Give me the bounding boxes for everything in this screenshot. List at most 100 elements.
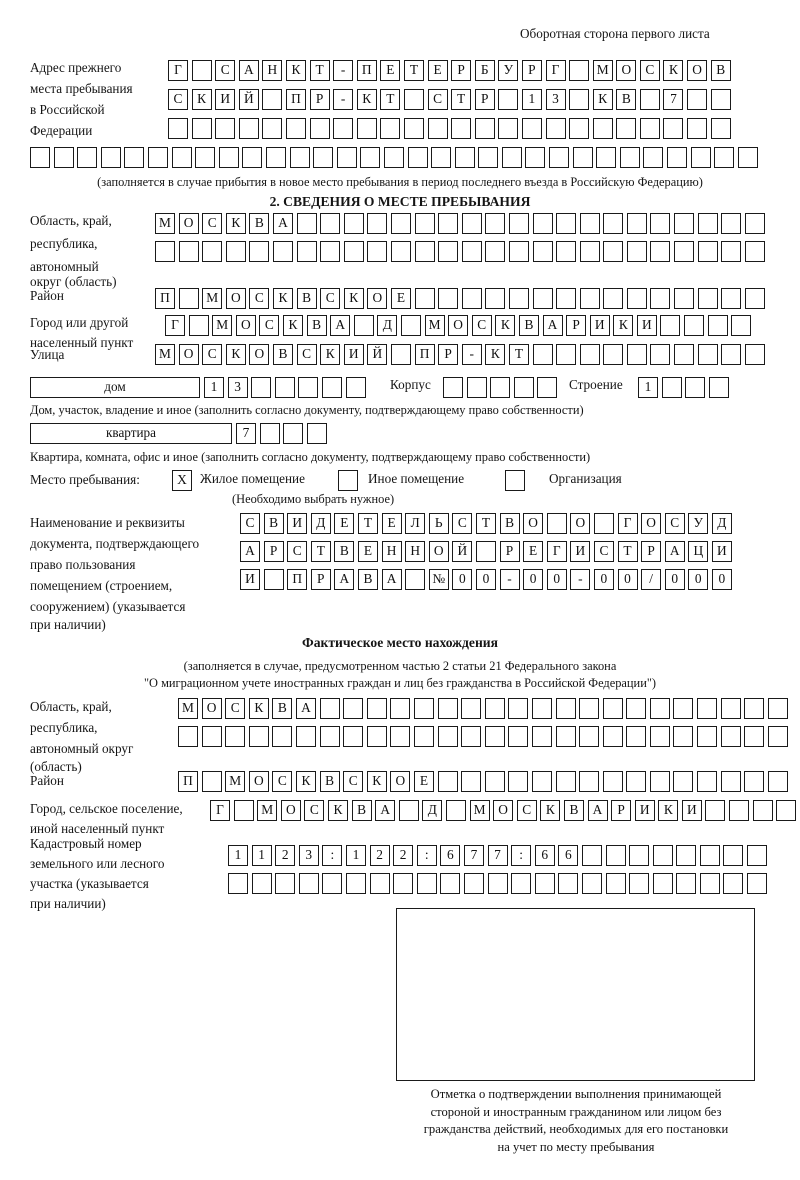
char-cell[interactable] (674, 344, 695, 365)
char-cell[interactable]: Й (238, 89, 259, 110)
char-cell[interactable] (360, 147, 381, 168)
char-cell[interactable] (776, 800, 797, 821)
char-cell[interactable] (474, 118, 495, 139)
char-cell[interactable] (295, 726, 316, 747)
char-cell[interactable] (343, 213, 364, 234)
char-cell[interactable] (319, 698, 340, 719)
char-cell[interactable]: Г (168, 60, 188, 81)
char-cell[interactable]: С (202, 213, 223, 234)
char-cell[interactable]: Ц (688, 541, 709, 562)
char-cell[interactable] (629, 845, 650, 866)
char-cell[interactable] (602, 771, 623, 792)
char-cell[interactable] (263, 569, 284, 590)
char-cell[interactable]: Р (611, 800, 632, 821)
char-cell[interactable]: Е (413, 771, 434, 792)
char-cell[interactable] (626, 241, 647, 262)
char-cell[interactable]: С (304, 800, 325, 821)
char-cell[interactable] (461, 241, 482, 262)
char-cell[interactable] (508, 213, 529, 234)
char-cell[interactable]: 0 (523, 569, 544, 590)
char-cell[interactable]: М (592, 60, 613, 81)
char-cell[interactable]: К (540, 800, 561, 821)
char-cell[interactable] (652, 845, 673, 866)
char-cell[interactable] (265, 147, 286, 168)
char-cell[interactable] (537, 377, 558, 398)
char-cell[interactable]: Д (377, 315, 398, 336)
char-cell[interactable]: Т (403, 60, 424, 81)
char-cell[interactable]: И (240, 569, 260, 590)
char-cell[interactable] (155, 241, 175, 262)
char-cell[interactable]: А (272, 213, 293, 234)
char-cell[interactable] (661, 377, 682, 398)
char-cell[interactable]: И (343, 344, 364, 365)
char-cell[interactable] (744, 726, 765, 747)
char-cell[interactable]: С (296, 344, 317, 365)
char-cell[interactable]: - (333, 60, 354, 81)
char-cell[interactable]: Й (367, 344, 388, 365)
char-cell[interactable]: С (215, 60, 236, 81)
char-cell[interactable] (454, 147, 475, 168)
char-cell[interactable]: У (688, 513, 709, 534)
char-cell[interactable] (319, 726, 340, 747)
char-cell[interactable]: Т (380, 89, 401, 110)
char-cell[interactable]: - (499, 569, 520, 590)
char-cell[interactable] (461, 213, 482, 234)
char-cell[interactable] (714, 147, 735, 168)
char-cell[interactable] (687, 89, 708, 110)
char-cell[interactable]: С (259, 315, 280, 336)
char-cell[interactable]: В (319, 771, 340, 792)
char-cell[interactable]: К (658, 800, 679, 821)
char-cell[interactable]: 7 (487, 845, 508, 866)
char-cell[interactable]: О (448, 315, 469, 336)
char-cell[interactable] (605, 873, 626, 894)
char-cell[interactable] (660, 315, 681, 336)
char-cell[interactable] (178, 288, 199, 309)
char-cell[interactable] (767, 698, 788, 719)
char-cell[interactable] (225, 241, 246, 262)
char-cell[interactable] (687, 118, 708, 139)
char-cell[interactable]: Н (262, 60, 283, 81)
char-cell[interactable]: Г (165, 315, 185, 336)
char-cell[interactable] (178, 241, 199, 262)
char-cell[interactable] (313, 147, 334, 168)
char-cell[interactable] (721, 241, 742, 262)
char-cell[interactable] (532, 344, 553, 365)
char-cell[interactable] (710, 118, 731, 139)
char-cell[interactable]: С (427, 89, 448, 110)
char-cell[interactable] (508, 698, 529, 719)
char-cell[interactable]: К (592, 89, 613, 110)
previous-address-row-3[interactable] (168, 118, 731, 139)
char-cell[interactable] (569, 89, 590, 110)
char-cell[interactable] (366, 726, 387, 747)
char-cell[interactable] (251, 377, 272, 398)
char-cell[interactable] (558, 873, 579, 894)
char-cell[interactable]: О (225, 288, 246, 309)
char-cell[interactable] (603, 344, 624, 365)
checkbox-zhiloe-pomeshchenie[interactable]: X (172, 470, 192, 491)
char-cell[interactable]: К (485, 344, 506, 365)
char-cell[interactable]: 0 (664, 569, 685, 590)
char-cell[interactable]: Е (523, 541, 544, 562)
char-cell[interactable] (168, 118, 188, 139)
char-cell[interactable] (272, 726, 293, 747)
char-cell[interactable] (487, 873, 508, 894)
char-cell[interactable] (272, 241, 293, 262)
char-cell[interactable] (626, 771, 647, 792)
char-cell[interactable]: С (168, 89, 188, 110)
char-cell[interactable] (639, 89, 660, 110)
char-cell[interactable]: О (390, 771, 411, 792)
char-cell[interactable] (592, 118, 613, 139)
char-cell[interactable] (720, 726, 741, 747)
char-cell[interactable] (710, 89, 731, 110)
char-cell[interactable]: С (343, 771, 364, 792)
char-cell[interactable]: Д (711, 513, 732, 534)
char-cell[interactable] (485, 213, 506, 234)
char-cell[interactable]: № (428, 569, 449, 590)
char-cell[interactable] (697, 698, 718, 719)
char-cell[interactable] (30, 147, 50, 168)
char-cell[interactable]: М (202, 288, 223, 309)
char-cell[interactable] (238, 118, 259, 139)
char-cell[interactable] (398, 800, 419, 821)
